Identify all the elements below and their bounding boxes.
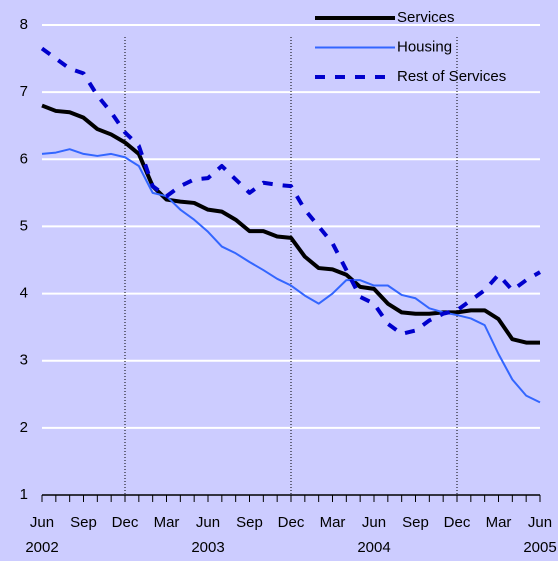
x-tick-label: Dec — [278, 514, 305, 531]
y-tick-label: 3 — [20, 352, 28, 369]
x-tick-label: Mar — [154, 514, 180, 531]
x-tick-label: Jun — [362, 514, 386, 531]
year-label: 2003 — [191, 539, 224, 556]
x-tick-label: Sep — [236, 514, 263, 531]
x-tick-label: Dec — [112, 514, 139, 531]
x-tick-label: Jun — [196, 514, 220, 531]
x-tick-label: Sep — [70, 514, 97, 531]
series-line — [41, 148, 541, 404]
x-tick-label: Sep — [402, 514, 429, 531]
year-label: 2002 — [25, 539, 58, 556]
x-tick-label: Dec — [444, 514, 471, 531]
x-tick-label: Mar — [486, 514, 512, 531]
series-line — [41, 103, 540, 345]
series-line — [40, 46, 542, 336]
legend-label: Services — [397, 9, 455, 26]
y-tick-label: 1 — [20, 486, 28, 503]
x-tick-label: Mar — [320, 514, 346, 531]
legend-label: Rest of Services — [397, 68, 506, 85]
y-tick-label: 8 — [20, 16, 28, 33]
x-tick-label: Jun — [528, 514, 552, 531]
y-tick-label: 2 — [20, 419, 28, 436]
year-label: 2005 — [523, 539, 556, 556]
y-tick-label: 6 — [20, 150, 28, 167]
y-tick-label: 5 — [20, 217, 28, 234]
y-tick-label: 7 — [20, 83, 28, 100]
y-tick-label: 4 — [20, 285, 28, 302]
legend-label: Housing — [397, 38, 452, 55]
x-tick-label: Jun — [30, 514, 54, 531]
year-label: 2004 — [357, 539, 390, 556]
